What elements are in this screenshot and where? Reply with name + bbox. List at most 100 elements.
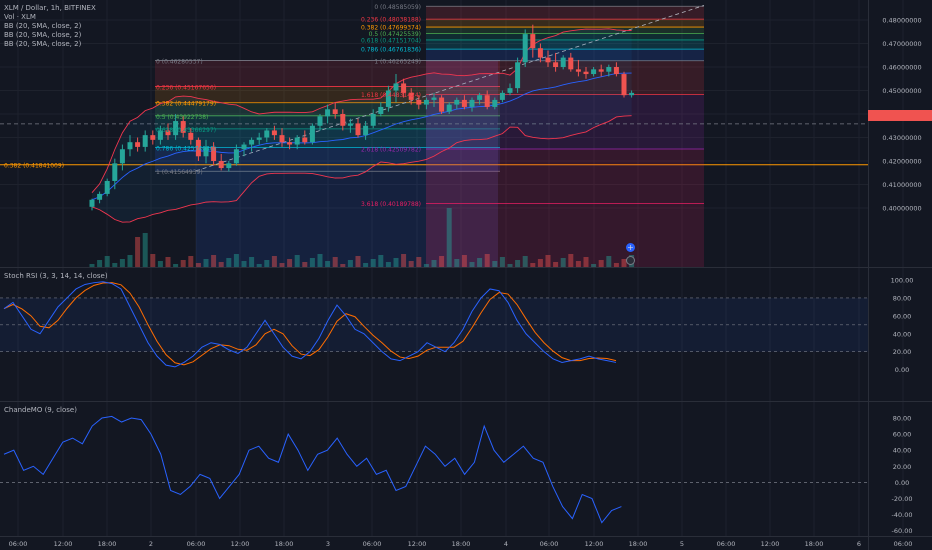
volume-bar: [575, 261, 581, 267]
fib-zone: [155, 86, 500, 103]
candle-body: [195, 139, 201, 157]
cmo-axis-label: 0.00: [895, 479, 909, 487]
volume-bar: [89, 264, 95, 267]
bb-legend-1[interactable]: BB (20, SMA, close, 2): [4, 22, 82, 30]
bb-legend-2[interactable]: BB (20, SMA, close, 2): [4, 31, 82, 39]
candle-body: [127, 142, 133, 150]
time-axis-label: 06:00: [540, 540, 559, 548]
candlesticks[interactable]: [89, 24, 635, 211]
candle-body: [431, 97, 437, 100]
candle-body: [370, 114, 376, 126]
stoch-rsi-legend[interactable]: Stoch RSI (3, 3, 14, 14, close): [4, 272, 108, 280]
volume-bar: [203, 259, 209, 267]
candle-body: [401, 83, 407, 93]
candle-body: [97, 193, 103, 200]
candle-body: [180, 121, 186, 133]
alert-icon[interactable]: [626, 256, 635, 265]
price-axis-label: 0.45000000: [882, 87, 921, 95]
candle-body: [256, 137, 262, 140]
volume-bar: [226, 258, 232, 267]
candle-body: [416, 99, 422, 105]
rsi-axis-label: 20.00: [893, 348, 912, 356]
volume-bar: [530, 263, 536, 267]
volume-bar: [294, 255, 300, 267]
time-axis-label: 18:00: [629, 540, 648, 548]
volume-bar: [279, 263, 285, 267]
time-axis-label: 12:00: [54, 540, 73, 548]
volume-bar: [370, 259, 376, 267]
volume-bar: [165, 257, 171, 267]
chande-mo-legend[interactable]: ChandeMO (9, close): [4, 406, 77, 414]
volume-bar: [142, 233, 148, 267]
candle-body: [165, 130, 171, 136]
volume-bar: [211, 255, 217, 267]
volume-bar: [461, 255, 467, 267]
fib-level-label: 0.382 (0.47699374): [361, 25, 421, 32]
volume-bar: [446, 208, 452, 267]
candle-body: [378, 106, 384, 114]
add-icon[interactable]: +: [626, 243, 635, 252]
candle-body: [309, 125, 315, 143]
volume-bar: [249, 257, 255, 267]
candle-body: [499, 92, 505, 100]
time-axis-label: 6: [857, 540, 861, 548]
fib-level-label: 0.786 (0.46761836): [361, 47, 421, 54]
volume-bar: [309, 258, 315, 267]
volume-bar: [598, 260, 604, 267]
candle-body: [439, 97, 445, 112]
fib-zone: [426, 33, 704, 40]
candle-body: [249, 139, 255, 145]
candle-body: [89, 199, 95, 207]
candle-body: [507, 88, 513, 93]
chande-mo-pane[interactable]: [0, 415, 868, 524]
stoch-k-line: [3, 281, 617, 368]
stoch-rsi-pane[interactable]: [0, 281, 868, 368]
candle-body: [575, 69, 581, 72]
volume-bar: [454, 259, 460, 267]
candle-body: [591, 69, 597, 75]
volume-bar: [431, 260, 437, 267]
candle-body: [112, 163, 118, 181]
rsi-axis-label: 80.00: [893, 294, 912, 302]
volume-legend[interactable]: Vol · XLM: [4, 13, 36, 21]
volume-bar: [385, 262, 391, 267]
bb-lower-line: [91, 115, 632, 223]
volume-bar: [271, 256, 277, 267]
candle-body: [104, 180, 110, 194]
cmo-axis-label: 20.00: [893, 463, 912, 471]
volume-bar: [621, 259, 627, 267]
candle-body: [150, 135, 156, 140]
fib-zone: [426, 49, 704, 61]
rsi-axis-label: 0.00: [895, 366, 909, 374]
time-axis-label: 06:00: [894, 540, 913, 548]
volume-bar: [218, 262, 224, 267]
fib-level-label: 2.618 (0.42509782): [361, 147, 421, 154]
symbol-title[interactable]: XLM / Dollar, 1h, BITFINEX: [4, 4, 96, 12]
rsi-axis-label: 100.00: [891, 277, 914, 285]
volume-bar: [180, 260, 186, 267]
time-axis-label: 12:00: [231, 540, 250, 548]
fib-level-label: 0 (0.46280537): [156, 58, 203, 65]
volume-bar: [408, 261, 414, 267]
fib-zone: [426, 149, 704, 204]
volume-bar: [264, 260, 270, 267]
candle-body: [553, 62, 559, 67]
time-axis-label: 12:00: [585, 540, 604, 548]
time-axis-label: 06:00: [363, 540, 382, 548]
candle-body: [264, 130, 270, 138]
volume-bar: [340, 264, 346, 267]
time-axis-label: 06:00: [717, 540, 736, 548]
fib-level-label: 0.382 (0.41841009): [4, 163, 64, 170]
price-axis-label: 0.48000000: [882, 17, 921, 25]
fib-level-label: 0.236 (0.48038188): [361, 17, 421, 24]
bb-legend-3[interactable]: BB (20, SMA, close, 2): [4, 40, 82, 48]
fibonacci-zones: [0, 5, 868, 267]
candle-body: [226, 163, 232, 169]
price-axis-label: 0.46000000: [882, 64, 921, 72]
volume-bar: [423, 264, 429, 267]
volume-bar: [347, 260, 353, 267]
volume-bar: [256, 264, 262, 267]
volume-bar: [112, 263, 118, 267]
